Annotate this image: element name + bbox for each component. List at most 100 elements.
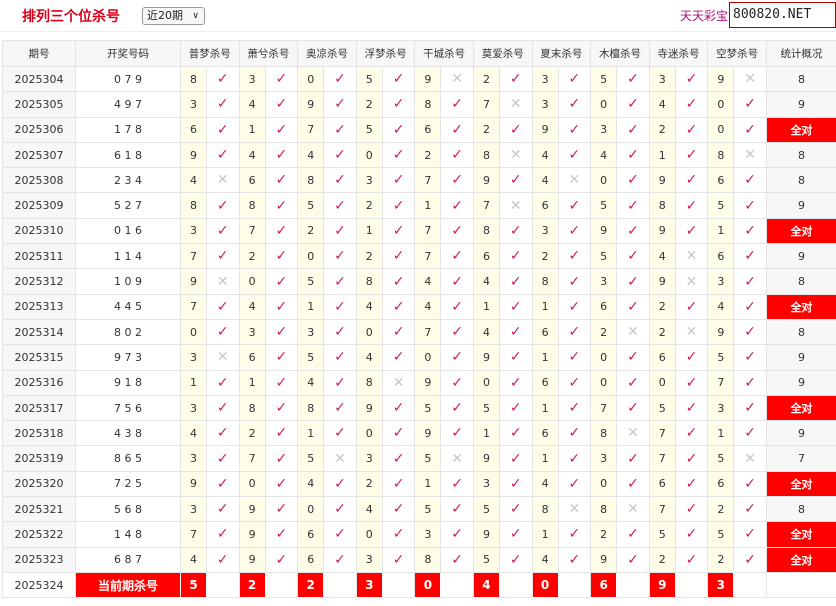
kill-number-cell: 7 [238,445,266,472]
current-kill-number: 3 [355,571,383,599]
kill-number-cell: 6 [180,116,207,143]
check-icon: ✓ [440,217,474,245]
check-icon: ✓ [206,394,240,422]
check-icon: ✓ [733,521,767,548]
check-icon: ✓ [264,192,299,219]
period-select[interactable]: 近20期 ∨ [142,7,205,25]
stat-cell: 8 [765,65,836,93]
issue-cell: 2025314 [2,318,76,346]
check-icon: ✓ [616,91,650,118]
check-icon: ✓ [557,445,592,472]
issue-cell: 2025304 [2,65,76,93]
kill-number-cell: 5 [648,394,676,422]
check-icon: ✓ [674,496,709,523]
check-icon: ✓ [323,141,357,169]
check-icon: ✓ [206,420,240,447]
check-icon: ✓ [206,243,240,270]
kill-number-cell: 0 [355,318,383,346]
check-icon: ✓ [323,192,357,219]
check-icon: ✓ [440,167,474,194]
check-icon: ✓ [616,217,650,245]
kill-number-cell: 2 [355,470,383,498]
kill-number-cell: 9 [414,369,442,396]
kill-number-cell: 2 [531,243,559,270]
kill-number-cell: 9 [297,91,325,118]
check-icon: ✓ [264,167,299,194]
check-icon: ✓ [440,141,474,169]
kill-number-cell: 4 [414,293,442,320]
kill-number-cell: 8 [180,65,207,93]
kill-number-cell: 4 [238,91,266,118]
cross-icon: ✕ [498,91,533,118]
column-header: 干城杀号 [414,40,474,67]
current-label: 当前期杀号 [75,571,181,599]
check-icon: ✓ [733,496,767,523]
kill-number-cell: 3 [648,65,676,93]
check-icon: ✓ [498,420,533,447]
kill-number-cell: 8 [590,496,618,523]
kill-number-cell: 1 [531,445,559,472]
check-icon: ✓ [440,318,474,346]
check-icon: ✓ [264,470,299,498]
page-title: 排列三个位杀号 [22,9,120,25]
issue-cell: 2025317 [2,394,76,422]
kill-number-cell: 8 [472,141,500,169]
check-icon: ✓ [264,141,299,169]
kill-number-cell: 3 [297,318,325,346]
draw-cell: 4 3 8 [75,420,181,447]
draw-cell: 6 1 8 [75,141,181,169]
kill-number-cell: 7 [472,91,500,118]
check-icon: ✓ [557,344,592,371]
kill-number-cell: 5 [472,394,500,422]
check-icon: ✓ [206,496,240,523]
check-icon: ✓ [381,91,416,118]
kill-number-cell: 2 [648,116,676,143]
stat-cell: 全对 [765,470,836,498]
draw-cell: 8 6 5 [75,445,181,472]
current-kill-number: 3 [707,571,735,599]
table-row: 2025307 6 1 8 9 ✓ 4 ✓ 4 ✓ 0 ✓ 2 ✓ 8 ✕ 4 ✓ 4 ✓ 1 ✓ 8 ✕ 8 [2,141,836,169]
kill-number-cell: 4 [648,243,676,270]
check-icon: ✓ [557,217,592,245]
check-icon: ✓ [323,243,357,270]
check-icon: ✓ [498,293,533,320]
kill-number-cell: 4 [531,470,559,498]
stat-cell: 8 [765,496,836,523]
kill-number-cell: 0 [355,521,383,548]
kill-number-cell: 7 [648,496,676,523]
site-badge[interactable]: 800820.NET [729,2,836,28]
kill-number-cell: 9 [414,420,442,447]
kill-number-cell: 2 [707,496,735,523]
cross-icon: ✕ [557,167,592,194]
kill-number-cell: 2 [648,546,676,573]
kill-number-cell: 5 [707,445,735,472]
check-icon: ✓ [206,65,240,93]
current-kill-number: 2 [238,571,266,599]
check-icon: ✓ [440,243,474,270]
check-icon: ✓ [674,167,709,194]
check-icon: ✓ [674,192,709,219]
check-icon: ✓ [206,521,240,548]
check-icon: ✓ [264,217,299,245]
kill-number-cell: 3 [180,394,207,422]
kill-number-cell: 7 [648,445,676,472]
check-icon: ✓ [206,217,240,245]
check-icon: ✓ [264,546,299,573]
stat-cell: 9 [765,91,836,118]
check-icon: ✓ [674,293,709,320]
check-icon: ✓ [440,546,474,573]
check-icon: ✓ [674,217,709,245]
check-icon: ✓ [674,546,709,573]
kill-number-cell: 6 [590,293,618,320]
issue-cell: 2025316 [2,369,76,396]
kill-number-cell: 1 [297,293,325,320]
kill-number-cell: 9 [180,268,207,295]
check-icon: ✓ [733,394,767,422]
stat-cell: 9 [765,369,836,396]
kill-number-cell: 4 [238,141,266,169]
check-icon: ✓ [323,521,357,548]
kill-number-cell: 8 [531,496,559,523]
check-icon: ✓ [674,521,709,548]
check-icon: ✓ [733,318,767,346]
kill-number-cell: 3 [472,470,500,498]
